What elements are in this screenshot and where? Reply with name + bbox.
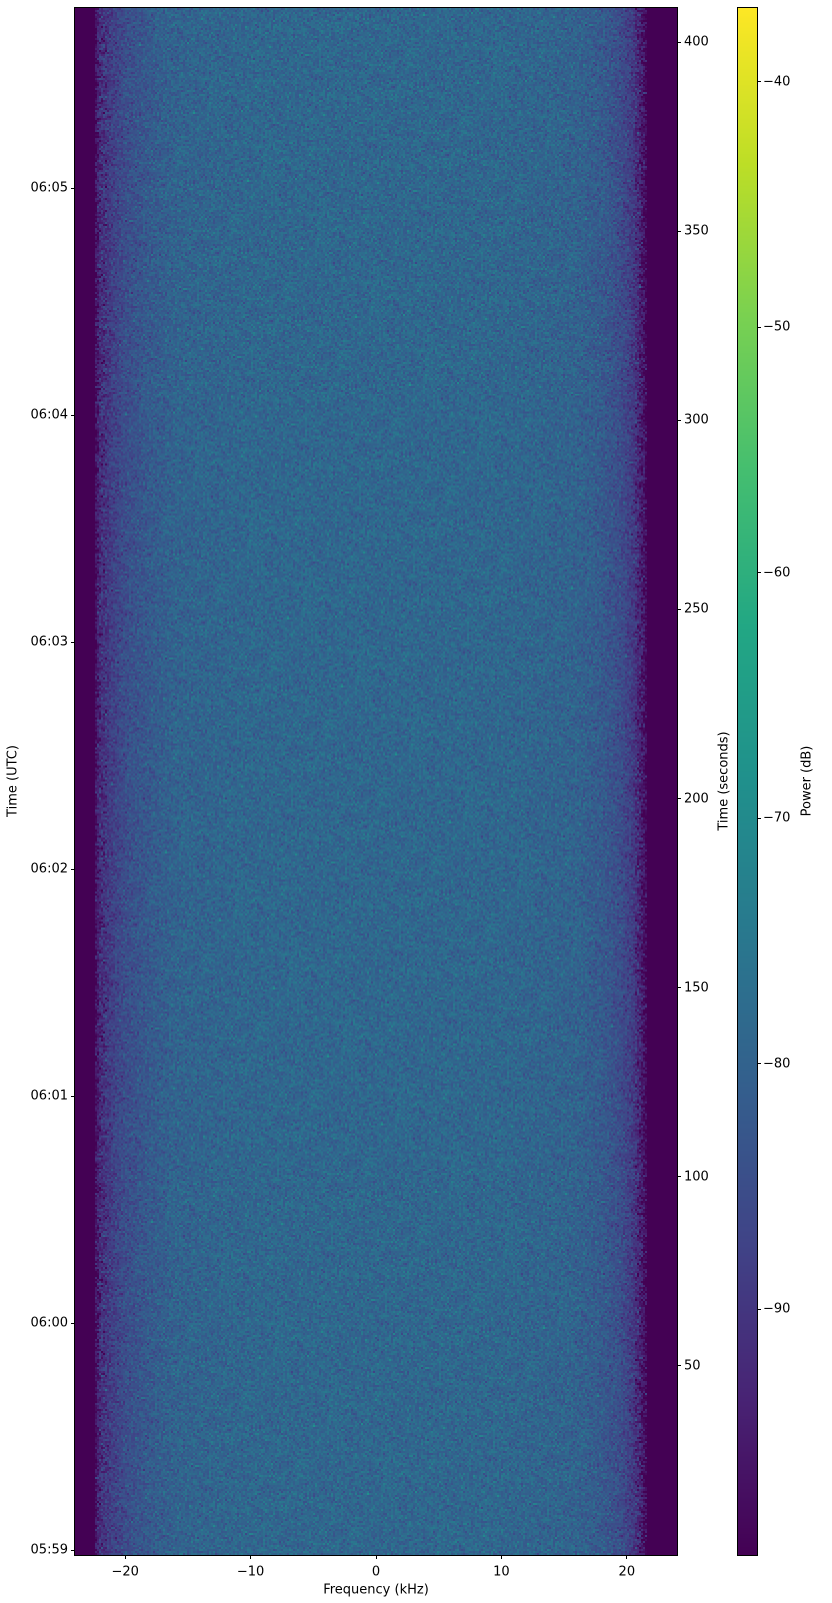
colorbar-tick [757, 572, 761, 574]
left-y-tick-label: 05:59 [30, 1542, 68, 1558]
right-y-tick-label: 200 [684, 791, 709, 807]
x-tick-label: −20 [111, 1564, 139, 1580]
colorbar-tick-label: −90 [763, 1301, 791, 1317]
right-y-tick [677, 419, 681, 421]
left-y-axis-label: Time (UTC) [5, 745, 21, 817]
colorbar-tick [757, 81, 761, 83]
x-tick [124, 1555, 126, 1559]
right-y-axis-label: Time (seconds) [716, 731, 732, 831]
right-y-tick-label: 100 [684, 1169, 709, 1185]
right-y-tick-label: 50 [684, 1358, 701, 1374]
left-y-tick-label: 06:01 [30, 1088, 68, 1104]
colorbar-tick-label: −50 [763, 319, 791, 335]
colorbar-tick-label: −70 [763, 810, 791, 826]
x-tick [375, 1555, 377, 1559]
x-axis-label: Frequency (kHz) [323, 1582, 429, 1598]
left-y-tick [71, 1095, 75, 1097]
x-tick [500, 1555, 502, 1559]
spectrogram-plot-area [75, 8, 677, 1555]
left-y-tick [71, 868, 75, 870]
left-y-tick-label: 06:05 [30, 180, 68, 196]
x-tick-label: 20 [618, 1564, 636, 1580]
colorbar [738, 8, 757, 1555]
colorbar-label: Power (dB) [799, 745, 815, 817]
left-y-tick-label: 06:02 [30, 861, 68, 877]
left-y-tick [71, 414, 75, 416]
left-y-tick [71, 1549, 75, 1551]
left-y-tick-label: 06:00 [30, 1315, 68, 1331]
right-y-tick [677, 987, 681, 989]
left-y-tick-label: 06:03 [30, 634, 68, 650]
right-y-tick-label: 350 [684, 223, 709, 239]
right-y-tick-label: 250 [684, 601, 709, 617]
x-tick-label: −10 [236, 1564, 265, 1580]
colorbar-tick-label: −40 [763, 74, 791, 90]
colorbar-tick [757, 817, 761, 819]
right-y-tick-label: 300 [684, 412, 709, 428]
x-tick [626, 1555, 628, 1559]
right-y-tick-label: 150 [684, 980, 709, 996]
colorbar-tick [757, 1308, 761, 1310]
spectrogram-heatmap [75, 8, 677, 1555]
x-tick-label: 0 [371, 1564, 381, 1580]
colorbar-tick-label: −60 [763, 565, 791, 581]
colorbar-tick [757, 1063, 761, 1065]
right-y-tick-label: 400 [684, 34, 709, 50]
x-tick [250, 1555, 252, 1559]
left-y-tick [71, 1322, 75, 1324]
right-y-tick [677, 230, 681, 232]
right-y-tick [677, 41, 681, 43]
right-y-tick [677, 608, 681, 610]
right-y-tick [677, 1176, 681, 1178]
x-tick-label: 10 [493, 1564, 510, 1580]
right-y-tick [677, 798, 681, 800]
colorbar-tick [757, 326, 761, 328]
colorbar-tick-label: −80 [763, 1056, 791, 1072]
left-y-tick [71, 641, 75, 643]
right-y-tick [677, 1365, 681, 1367]
left-y-tick-label: 06:04 [30, 407, 68, 423]
left-y-tick [71, 187, 75, 189]
